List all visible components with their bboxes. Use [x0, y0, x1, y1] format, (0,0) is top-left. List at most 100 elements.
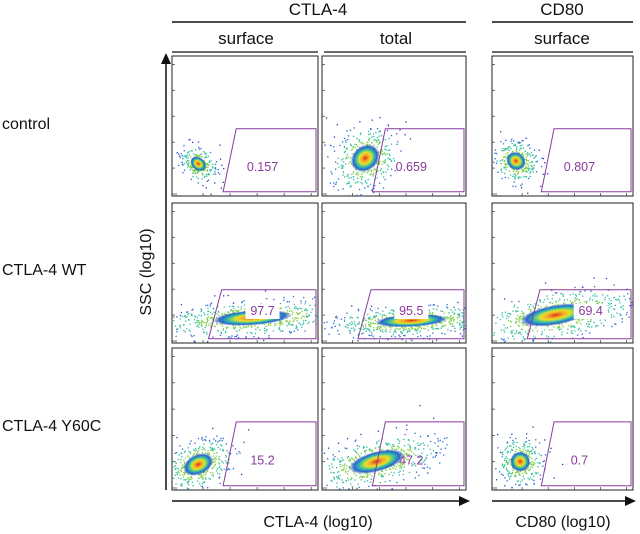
event-dot: [521, 479, 523, 481]
event-dot: [381, 149, 383, 151]
event-dot: [358, 139, 360, 141]
event-dot: [352, 135, 355, 138]
event-dot: [203, 312, 205, 314]
event-dot: [215, 470, 218, 472]
event-dot: [524, 167, 526, 170]
event-dot: [543, 329, 546, 331]
event-dot: [355, 144, 358, 146]
event-dot: [619, 313, 621, 315]
event-dot: [208, 174, 210, 176]
event-dot: [352, 458, 354, 460]
event-dot: [464, 328, 466, 330]
event-dot: [226, 462, 228, 464]
event-dot: [522, 475, 524, 477]
event-dot: [499, 451, 502, 453]
event-dot: [525, 437, 528, 439]
event-dot: [189, 323, 191, 325]
event-dot: [395, 427, 397, 429]
event-dot: [453, 313, 455, 316]
event-dot: [525, 176, 528, 178]
event-dot: [398, 461, 400, 464]
event-dot: [397, 463, 399, 465]
event-dot: [578, 293, 580, 295]
event-dot: [429, 312, 431, 314]
event-dot: [495, 468, 497, 470]
event-dot: [286, 325, 288, 327]
event-dot: [549, 301, 551, 303]
event-dot: [346, 447, 348, 450]
event-dot: [422, 467, 424, 469]
event-dot: [493, 334, 495, 336]
event-dot: [557, 327, 559, 329]
event-dot: [177, 458, 179, 461]
event-dot: [517, 177, 520, 180]
event-dot: [354, 440, 356, 442]
event-dot: [530, 310, 532, 312]
event-dot: [529, 468, 531, 470]
event-dot: [530, 164, 532, 167]
y-axis-arrow-icon: [161, 53, 171, 64]
event-dot: [377, 136, 379, 139]
event-dot: [552, 294, 554, 296]
event-dot: [210, 170, 212, 172]
event-dot: [206, 156, 208, 158]
event-dot: [346, 438, 349, 440]
event-dot: [613, 296, 616, 299]
event-dot: [224, 331, 227, 334]
event-dot: [212, 475, 214, 477]
event-dot: [433, 304, 436, 306]
event-dot: [511, 486, 513, 488]
event-dot: [504, 311, 507, 313]
event-dot: [360, 143, 363, 145]
event-dot: [522, 154, 524, 157]
event-dot: [386, 164, 389, 166]
event-dot: [197, 320, 199, 322]
event-dot: [247, 325, 249, 327]
event-dot: [507, 452, 509, 454]
event-dot: [496, 479, 498, 481]
event-dot: [521, 312, 523, 314]
event-dot: [595, 300, 597, 302]
event-dot: [536, 171, 538, 173]
event-dot: [379, 169, 382, 172]
event-dot: [462, 312, 464, 314]
event-dot: [432, 308, 435, 310]
event-dot: [220, 444, 222, 446]
event-dot: [503, 341, 505, 343]
event-dot: [510, 332, 512, 334]
event-dot: [420, 335, 422, 337]
event-dot: [531, 461, 533, 463]
event-dot: [207, 310, 209, 313]
event-dot: [537, 462, 539, 464]
event-dot: [432, 328, 434, 330]
event-dot: [210, 326, 212, 328]
event-dot: [187, 313, 189, 315]
event-dot: [515, 174, 517, 177]
event-dot: [203, 332, 205, 334]
event-dot: [362, 326, 365, 328]
event-dot: [352, 176, 354, 178]
event-dot: [386, 444, 388, 446]
event-dot: [521, 144, 523, 146]
event-dot: [223, 306, 225, 308]
event-dot: [528, 308, 530, 310]
event-dot: [420, 327, 422, 330]
event-dot: [345, 157, 347, 160]
event-dot: [567, 328, 569, 330]
event-dot: [524, 150, 527, 152]
event-dot: [304, 303, 306, 305]
event-dot: [504, 176, 506, 179]
event-dot: [600, 322, 603, 324]
event-dot: [541, 165, 543, 168]
event-dot: [360, 181, 362, 184]
event-dot: [401, 326, 403, 329]
event-dot: [512, 170, 515, 173]
event-dot: [251, 325, 253, 327]
event-dot: [569, 300, 572, 302]
event-dot: [575, 294, 577, 296]
event-dot: [384, 178, 386, 181]
event-dot: [183, 479, 185, 481]
event-dot: [526, 484, 528, 486]
event-dot: [500, 329, 502, 331]
event-dot: [503, 150, 505, 152]
